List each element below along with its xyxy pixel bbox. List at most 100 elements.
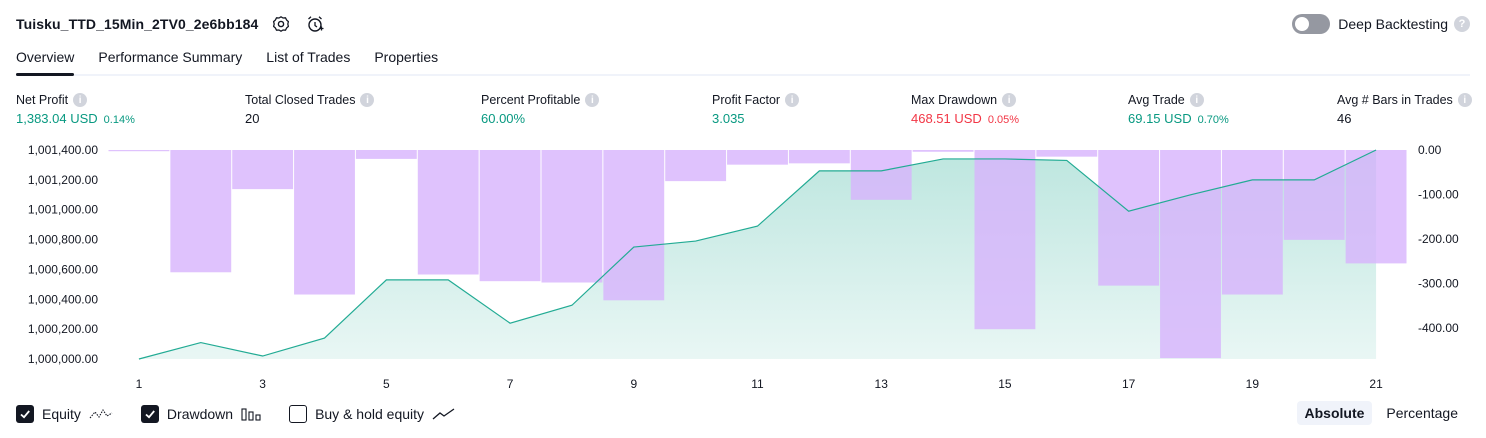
- legend-drawdown[interactable]: Drawdown: [140, 405, 261, 423]
- drawdown-bars-icon: [241, 407, 261, 421]
- stat-percent: 0.14%: [103, 114, 135, 126]
- stat-label: Percent Profitable: [481, 93, 581, 107]
- stat-value: 20: [245, 111, 260, 126]
- left-tick-label: 1,000,800.00: [28, 233, 98, 247]
- tab-performance-summary[interactable]: Performance Summary: [98, 49, 243, 65]
- x-tick-label: 1: [136, 377, 143, 391]
- legend-buy-hold-equity[interactable]: Buy & hold equity: [289, 405, 456, 423]
- drawdown-bar: [788, 150, 850, 164]
- x-tick-label: 21: [1369, 377, 1383, 391]
- stat-label: Total Closed Trades: [245, 93, 356, 107]
- legend-label: Drawdown: [166, 406, 234, 422]
- x-tick-label: 15: [998, 377, 1012, 391]
- right-axis: 0.00 -100.00 -200.00 -300.00 -400.00: [1418, 143, 1459, 335]
- settings-gear-icon[interactable]: [270, 13, 292, 35]
- equity-drawdown-chart: 1,000,000.00 1,000,200.00 1,000,400.00 1,00…: [28, 143, 1459, 391]
- legend-equity[interactable]: Equity: [16, 405, 113, 423]
- strategy-name: Tuisku_TTD_15Min_2TV0_2e6bb184: [16, 16, 259, 32]
- tab-overview[interactable]: Overview: [16, 46, 75, 76]
- x-axis: 1 3 5 7 9 11 13 15 17 19 21: [136, 377, 1383, 391]
- checkbox-checked-icon[interactable]: [140, 405, 159, 423]
- stat-value: 69.15 USD: [1128, 111, 1192, 126]
- stat-value: 60.00%: [481, 111, 526, 126]
- drawdown-bar: [108, 150, 170, 152]
- stat-value: 3.035: [712, 111, 745, 126]
- strategy-header: Tuisku_TTD_15Min_2TV0_2e6bb184: [16, 12, 326, 36]
- percentage-button[interactable]: Percentage: [1386, 405, 1458, 421]
- checkbox-checked-icon[interactable]: [16, 405, 34, 423]
- equity-line: [138, 149, 1377, 360]
- stat-label: Profit Factor: [712, 93, 781, 107]
- drawdown-bar: [1098, 150, 1160, 286]
- drawdown-bar: [665, 150, 727, 182]
- drawdown-bar: [479, 150, 541, 282]
- drawdown-bar: [1160, 150, 1221, 359]
- left-tick-label: 1,000,000.00: [28, 352, 98, 366]
- info-icon[interactable]: i: [360, 93, 375, 107]
- buy-hold-line-icon: [432, 407, 456, 421]
- stat-net-profit: Net Profit i 1,383.04 USD 0.14%: [16, 93, 135, 126]
- drawdown-bar: [1036, 150, 1098, 157]
- left-tick-label: 1,000,400.00: [28, 292, 98, 306]
- stat-percent: 0.05%: [987, 114, 1020, 126]
- stat-label: Net Profit: [16, 93, 69, 107]
- absolute-button[interactable]: Absolute: [1296, 401, 1373, 425]
- equity-area: [138, 150, 1377, 359]
- x-tick-label: 17: [1122, 377, 1136, 391]
- stat-label: Avg Trade: [1128, 93, 1185, 107]
- stats-row: Net Profit i 1,383.04 USD 0.14% Total Clos…: [16, 93, 1472, 133]
- alarm-clock-add-icon[interactable]: [304, 13, 326, 35]
- stat-avg-trade: Avg Trade i 69.15 USD 0.70%: [1128, 93, 1229, 126]
- info-icon[interactable]: i: [1189, 93, 1204, 107]
- tab-properties[interactable]: Properties: [374, 49, 439, 65]
- left-tick-label: 1,001,200.00: [28, 173, 98, 187]
- stat-value: 1,383.04 USD: [16, 111, 98, 126]
- drawdown-bar: [603, 150, 665, 301]
- info-icon[interactable]: i: [785, 93, 800, 107]
- right-tick-label: -300.00: [1418, 276, 1459, 290]
- chart-legend: Equity Drawdown Buy & hold equity: [16, 403, 484, 425]
- stat-value: 46: [1337, 111, 1352, 126]
- equity-area-fill: [138, 150, 1377, 359]
- right-tick-label: -400.00: [1418, 321, 1459, 335]
- equity-line-group: [138, 149, 1377, 360]
- deep-backtesting-control: Deep Backtesting ?: [1292, 12, 1470, 36]
- deep-backtesting-toggle[interactable]: [1292, 14, 1331, 34]
- left-tick-label: 1,000,200.00: [28, 322, 98, 336]
- stat-max-drawdown: Max Drawdown i 468.51 USD 0.05%: [911, 93, 1019, 126]
- info-icon[interactable]: i: [73, 93, 88, 107]
- drawdown-bar: [727, 150, 788, 165]
- x-tick-label: 11: [751, 377, 764, 391]
- drawdown-bar: [417, 150, 479, 275]
- x-tick-label: 3: [259, 377, 266, 391]
- stat-percent: 0.70%: [1197, 114, 1229, 126]
- left-tick-label: 1,001,000.00: [28, 203, 98, 217]
- stat-profit-factor: Profit Factor i 3.035: [712, 93, 800, 126]
- legend-label: Buy & hold equity: [315, 406, 425, 422]
- right-tick-label: -200.00: [1418, 232, 1459, 246]
- help-icon[interactable]: ?: [1454, 16, 1470, 32]
- left-tick-label: 1,000,600.00: [28, 262, 98, 276]
- deep-backtesting-label: Deep Backtesting: [1338, 16, 1448, 32]
- x-tick-label: 19: [1246, 377, 1260, 391]
- drawdown-bar: [1345, 150, 1407, 264]
- drawdown-bar: [1221, 150, 1283, 295]
- checkbox-unchecked-icon[interactable]: [289, 405, 308, 423]
- info-icon[interactable]: i: [1457, 93, 1472, 107]
- stat-label: Max Drawdown: [911, 93, 998, 107]
- drawdown-bar: [850, 150, 912, 200]
- info-icon[interactable]: i: [1002, 93, 1017, 107]
- legend-label: Equity: [42, 406, 81, 422]
- info-icon[interactable]: i: [585, 93, 600, 107]
- tab-list-of-trades[interactable]: List of Trades: [266, 49, 351, 65]
- tab-bar: Overview Performance Summary List of Tra…: [16, 46, 1470, 76]
- right-tick-label: -100.00: [1418, 187, 1459, 201]
- left-tick-label: 1,001,400.00: [28, 143, 98, 157]
- left-axis: 1,000,000.00 1,000,200.00 1,000,400.00 1,00…: [28, 143, 98, 366]
- drawdown-bars: [108, 150, 1407, 359]
- right-tick-label: 0.00: [1418, 143, 1442, 157]
- x-tick-label: 5: [383, 377, 390, 391]
- scale-mode-switch: Absolute Percentage: [1291, 401, 1467, 425]
- equity-line-icon: [89, 407, 113, 421]
- x-tick-label: 13: [875, 377, 889, 391]
